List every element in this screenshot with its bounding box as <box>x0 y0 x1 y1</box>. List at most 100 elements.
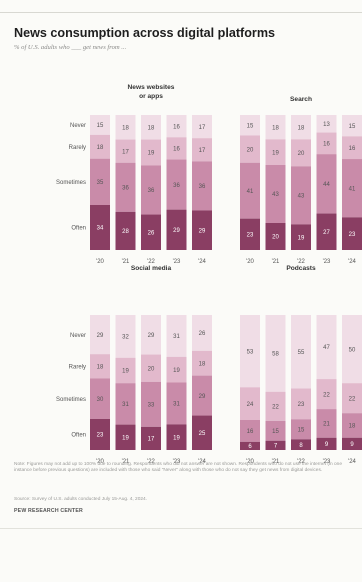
bar-segment-sometimes <box>115 383 136 425</box>
bar-segment-sometimes <box>90 158 110 205</box>
data-label: 36 <box>148 188 155 194</box>
data-label: 27 <box>323 230 330 236</box>
data-label: 18 <box>199 361 206 367</box>
bar-segment-never <box>141 115 161 140</box>
data-label: 23 <box>97 433 104 439</box>
row-label-never: Never <box>70 333 86 339</box>
bar-segment-never <box>192 315 212 351</box>
bar-segment-sometimes <box>316 154 337 214</box>
bar-segment-never <box>90 115 110 135</box>
row-label-often: Often <box>71 433 86 439</box>
bar-segment-never <box>141 315 161 355</box>
bar-segment-rarely <box>166 137 187 160</box>
data-label: 19 <box>122 369 129 375</box>
bar-segment-often <box>192 210 212 250</box>
data-label: 16 <box>247 429 254 435</box>
bar-segment-rarely <box>342 383 362 414</box>
row-label-never: Never <box>70 123 86 129</box>
panel-title: or apps <box>139 93 163 100</box>
panel-title: Podcasts <box>286 265 316 272</box>
x-tick-label: '21 <box>272 259 280 265</box>
data-label: 20 <box>272 235 279 241</box>
data-label: 15 <box>272 429 279 435</box>
data-label: 16 <box>173 147 180 153</box>
x-tick-label: '20 <box>96 259 104 265</box>
data-label: 18 <box>272 125 279 131</box>
bar-segment-rarely <box>115 139 136 163</box>
bar-segment-sometimes <box>90 378 110 419</box>
bar-segment-sometimes <box>291 166 311 225</box>
data-label: 17 <box>122 149 129 155</box>
x-tick-label: '22 <box>297 459 305 465</box>
data-label: 36 <box>122 185 129 191</box>
row-label-rarely: Rarely <box>69 145 86 151</box>
x-tick-label: '24 <box>198 459 206 465</box>
bar-segment-rarely <box>141 354 161 382</box>
bar-segment-never <box>90 315 110 355</box>
bar-segment-sometimes <box>192 375 212 416</box>
data-label: 16 <box>323 142 330 148</box>
data-label: 26 <box>148 230 155 236</box>
bar-segment-never <box>192 115 212 139</box>
x-tick-label: '21 <box>272 459 280 465</box>
data-label: 20 <box>247 147 254 153</box>
bar-segment-never <box>316 115 337 133</box>
x-tick-label: '23 <box>323 459 331 465</box>
data-label: 53 <box>247 349 254 355</box>
x-tick-label: '20 <box>246 459 254 465</box>
data-label: 28 <box>122 229 129 235</box>
chart-title: News consumption across digital platform… <box>14 26 276 40</box>
data-label: 6 <box>248 444 252 450</box>
bar-segment-often <box>291 439 311 450</box>
x-tick-label: '24 <box>198 259 206 265</box>
data-label: 19 <box>148 151 155 157</box>
data-label: 18 <box>97 365 104 371</box>
bar-segment-sometimes <box>166 159 187 210</box>
bar-segment-often <box>240 218 260 250</box>
bar-segment-rarely <box>240 387 260 420</box>
bar-segment-rarely <box>192 350 212 376</box>
data-label: 17 <box>148 437 155 443</box>
panel-social-media: Social media 29 Never 18 Rarely 30 Sometimes 23… <box>56 265 212 465</box>
bar-segment-never <box>265 115 286 140</box>
data-label: 19 <box>298 235 305 241</box>
data-label: 22 <box>272 405 279 411</box>
data-label: 16 <box>349 146 356 152</box>
bar-segment-rarely <box>115 357 136 384</box>
data-label: 29 <box>199 228 206 234</box>
data-label: 29 <box>173 228 180 234</box>
bar-segment-rarely <box>291 139 311 167</box>
data-label: 20 <box>148 366 155 372</box>
chart-subtitle: % of U.S. adults who ___ get news from .… <box>14 44 127 51</box>
bar-segment-rarely <box>316 132 337 155</box>
x-tick-label: '22 <box>147 259 155 265</box>
bar-segment-sometimes <box>291 419 311 440</box>
data-label: 18 <box>298 125 305 131</box>
panel-title: News websites <box>128 84 175 91</box>
bar-segment-never <box>240 115 260 136</box>
bar-segment-often <box>192 415 212 450</box>
data-label: 9 <box>325 442 329 448</box>
bar-segment-never <box>115 115 136 140</box>
bar-segment-never <box>291 115 311 140</box>
footnote: Note: Figures may not add up to 100% due… <box>14 462 342 474</box>
data-label: 15 <box>247 123 254 129</box>
data-label: 24 <box>247 402 254 408</box>
bar-segment-sometimes <box>342 413 362 438</box>
panel-title: Social media <box>131 265 172 272</box>
bar-segment-rarely <box>90 354 110 379</box>
bar-segment-never <box>291 315 311 389</box>
bar-segment-sometimes <box>192 161 212 211</box>
data-label: 8 <box>299 443 303 449</box>
data-label: 19 <box>173 368 180 374</box>
data-label: 41 <box>247 189 254 195</box>
bar-segment-often <box>141 214 161 250</box>
data-label: 13 <box>323 122 330 128</box>
bar-segment-sometimes <box>166 382 187 425</box>
bar-segment-never <box>342 115 362 137</box>
data-label: 36 <box>173 183 180 189</box>
data-label: 23 <box>298 402 305 408</box>
data-label: 36 <box>199 184 206 190</box>
row-label-sometimes: Sometimes <box>56 180 86 186</box>
charts-area: News websites or apps 15 Never 18 Rarely 35 Som… <box>56 84 362 465</box>
